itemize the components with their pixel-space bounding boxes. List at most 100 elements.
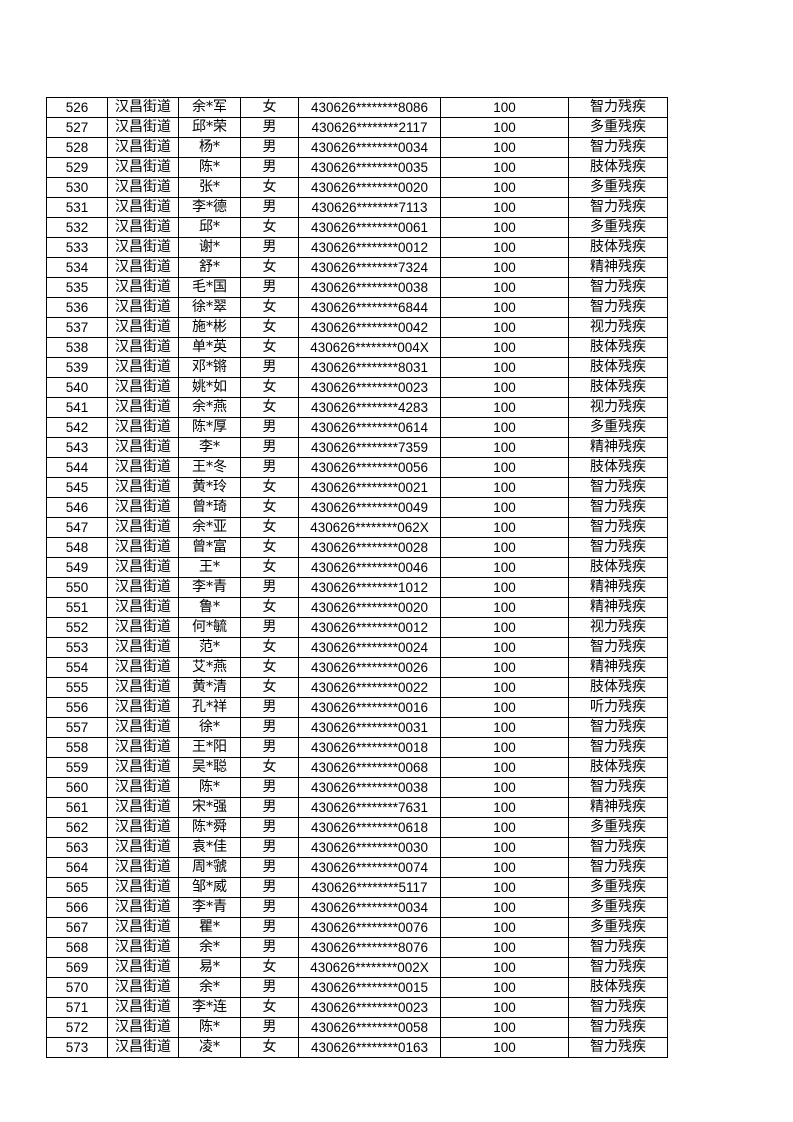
disability-type-cell: 智力残疾 [568,537,668,558]
street-cell: 汉昌街道 [107,377,179,398]
id-number-cell: 430626********2117 [298,117,441,138]
amount-cell: 100 [440,577,569,598]
amount-cell: 100 [440,357,569,378]
row-number-cell: 545 [46,477,108,498]
disability-type-cell: 视力残疾 [568,397,668,418]
name-cell: 凌* [178,1037,241,1058]
row-number-cell: 533 [46,237,108,258]
id-number-cell: 430626********002X [298,957,441,978]
gender-cell: 男 [240,817,299,838]
gender-cell: 女 [240,317,299,338]
amount-cell: 100 [440,117,569,138]
name-cell: 姚*如 [178,377,241,398]
disability-type-cell: 肢体残疾 [568,457,668,478]
name-cell: 单*英 [178,337,241,358]
id-number-cell: 430626********0030 [298,837,441,858]
row-number-cell: 553 [46,637,108,658]
row-number-cell: 527 [46,117,108,138]
street-cell: 汉昌街道 [107,497,179,518]
name-cell: 舒* [178,257,241,278]
row-number-cell: 573 [46,1037,108,1058]
row-number-cell: 539 [46,357,108,378]
street-cell: 汉昌街道 [107,997,179,1018]
disability-type-cell: 多重残疾 [568,897,668,918]
gender-cell: 男 [240,437,299,458]
street-cell: 汉昌街道 [107,157,179,178]
disability-type-cell: 精神残疾 [568,597,668,618]
street-cell: 汉昌街道 [107,117,179,138]
disability-type-cell: 肢体残疾 [568,677,668,698]
amount-cell: 100 [440,897,569,918]
table-row: 556 汉昌街道 孔*祥男 430626********0016 100 听力残疾 [46,697,668,718]
amount-cell: 100 [440,537,569,558]
amount-cell: 100 [440,857,569,878]
gender-cell: 女 [240,297,299,318]
table-row: 553 汉昌街道 范* 女 430626********0024 100 智力残疾 [46,637,668,658]
amount-cell: 100 [440,1037,569,1058]
name-cell: 陈* [178,157,241,178]
gender-cell: 女 [240,677,299,698]
disability-type-cell: 智力残疾 [568,197,668,218]
row-number-cell: 543 [46,437,108,458]
disability-type-cell: 听力残疾 [568,697,668,718]
disability-type-cell: 智力残疾 [568,777,668,798]
disability-type-cell: 多重残疾 [568,217,668,238]
table-row: 555 汉昌街道 黄*清女 430626********0022 100 肢体残疾 [46,677,668,698]
row-number-cell: 526 [46,97,108,118]
table-row: 535 汉昌街道 毛*国男 430626********0038 100 智力残疾 [46,277,668,298]
gender-cell: 女 [240,177,299,198]
amount-cell: 100 [440,737,569,758]
street-cell: 汉昌街道 [107,397,179,418]
gender-cell: 女 [240,537,299,558]
disability-type-cell: 智力残疾 [568,637,668,658]
name-cell: 何*毓 [178,617,241,638]
table-row: 573 汉昌街道 凌* 女 430626********0163 100 智力残疾 [46,1037,668,1058]
row-number-cell: 546 [46,497,108,518]
disability-type-cell: 智力残疾 [568,1017,668,1038]
amount-cell: 100 [440,817,569,838]
name-cell: 李*青 [178,897,241,918]
amount-cell: 100 [440,697,569,718]
amount-cell: 100 [440,837,569,858]
row-number-cell: 531 [46,197,108,218]
street-cell: 汉昌街道 [107,977,179,998]
disability-type-cell: 智力残疾 [568,97,668,118]
street-cell: 汉昌街道 [107,817,179,838]
name-cell: 周*虢 [178,857,241,878]
name-cell: 黄*清 [178,677,241,698]
row-number-cell: 535 [46,277,108,298]
id-number-cell: 430626********7113 [298,197,441,218]
amount-cell: 100 [440,477,569,498]
name-cell: 袁*佳 [178,837,241,858]
disability-type-cell: 智力残疾 [568,857,668,878]
amount-cell: 100 [440,877,569,898]
gender-cell: 男 [240,457,299,478]
row-number-cell: 564 [46,857,108,878]
street-cell: 汉昌街道 [107,957,179,978]
row-number-cell: 569 [46,957,108,978]
gender-cell: 男 [240,277,299,298]
street-cell: 汉昌街道 [107,177,179,198]
table-row: 527 汉昌街道 邱*荣男 430626********2117 100 多重残疾 [46,117,668,138]
row-number-cell: 554 [46,657,108,678]
name-cell: 张* [178,177,241,198]
id-number-cell: 430626********0026 [298,657,441,678]
gender-cell: 男 [240,717,299,738]
name-cell: 孔*祥 [178,697,241,718]
name-cell: 陈* [178,777,241,798]
street-cell: 汉昌街道 [107,877,179,898]
table-row: 526 汉昌街道 余*军女 430626********8086 100 智力残疾 [46,97,668,118]
row-number-cell: 558 [46,737,108,758]
row-number-cell: 547 [46,517,108,538]
row-number-cell: 536 [46,297,108,318]
amount-cell: 100 [440,517,569,538]
row-number-cell: 529 [46,157,108,178]
gender-cell: 男 [240,837,299,858]
amount-cell: 100 [440,437,569,458]
gender-cell: 男 [240,357,299,378]
row-number-cell: 566 [46,897,108,918]
id-number-cell: 430626********0012 [298,617,441,638]
gender-cell: 男 [240,897,299,918]
street-cell: 汉昌街道 [107,257,179,278]
row-number-cell: 550 [46,577,108,598]
